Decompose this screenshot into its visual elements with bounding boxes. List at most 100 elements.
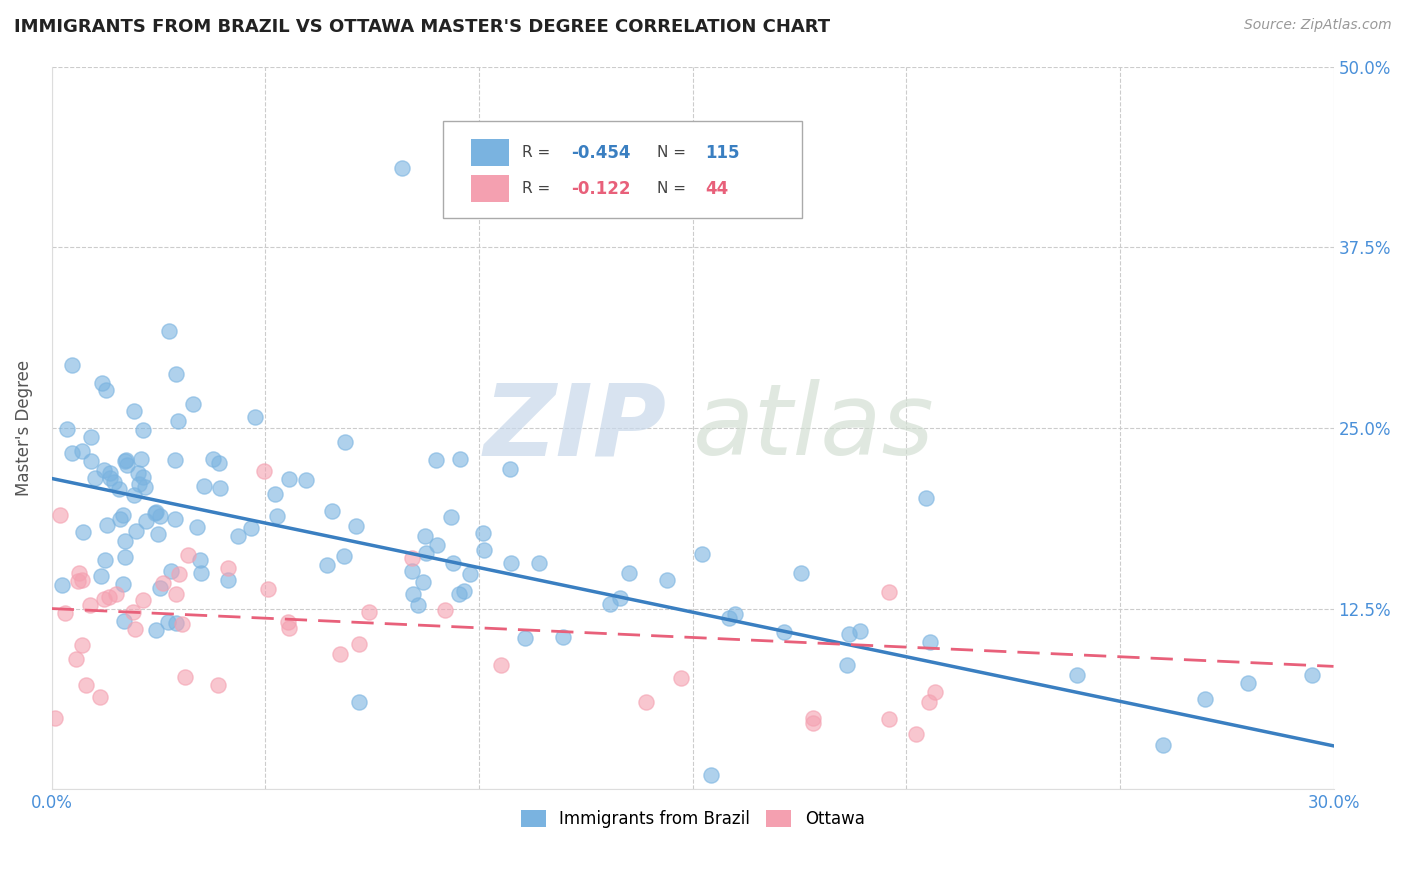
Point (149, 509, 172, 524)
Text: R =: R = (522, 145, 555, 160)
Point (93, 463, 115, 477)
Point (208, 456, 231, 470)
Point (253, 464, 276, 478)
Point (188, 552, 211, 566)
Point (295, 473, 318, 487)
Point (60, 445, 83, 459)
Point (89, 690, 111, 704)
Text: atlas: atlas (693, 379, 934, 476)
Point (114, 534, 136, 549)
Point (440, 509, 463, 524)
Point (657, 573, 679, 587)
Point (70, 574, 93, 588)
Point (127, 467, 149, 481)
Point (122, 488, 145, 502)
Point (56, 421, 79, 435)
Point (838, 627, 860, 641)
Point (357, 605, 380, 619)
Point (79, 454, 101, 468)
Point (264, 487, 287, 501)
Point (98, 466, 121, 480)
Point (700, 768, 723, 782)
Text: IMMIGRANTS FROM BRAZIL VS OTTAWA MASTER'S DEGREE CORRELATION CHART: IMMIGRANTS FROM BRAZIL VS OTTAWA MASTER'… (14, 18, 830, 36)
Point (157, 615, 180, 630)
Point (132, 592, 155, 607)
Point (167, 414, 190, 428)
Point (105, 587, 128, 601)
Bar (471, 139, 509, 166)
Point (135, 514, 157, 528)
Point (103, 475, 125, 490)
Point (152, 576, 174, 591)
Point (453, 583, 475, 598)
Point (315, 558, 337, 573)
Point (51, 578, 73, 592)
Point (1152, 738, 1174, 752)
Point (114, 454, 136, 468)
Point (277, 615, 299, 630)
Point (321, 503, 343, 517)
Point (904, 727, 927, 741)
Point (108, 512, 131, 526)
Point (165, 586, 187, 600)
Point (167, 566, 190, 581)
Point (415, 546, 437, 560)
Point (134, 479, 156, 493)
Point (527, 556, 550, 570)
Point (107, 482, 129, 496)
Point (551, 630, 574, 644)
Point (131, 470, 153, 484)
Text: R =: R = (522, 181, 560, 196)
Point (124, 623, 146, 637)
Point (122, 605, 145, 619)
Point (159, 564, 181, 578)
Point (499, 556, 522, 570)
Point (217, 561, 239, 575)
Point (245, 410, 267, 425)
Point (165, 615, 187, 630)
Point (425, 453, 447, 467)
Point (177, 548, 200, 562)
Point (65, 652, 87, 666)
Point (181, 397, 204, 411)
Point (333, 435, 356, 450)
Point (849, 624, 872, 638)
Text: -0.454: -0.454 (571, 144, 630, 161)
Point (240, 521, 263, 535)
Point (100, 471, 122, 485)
Point (333, 549, 356, 563)
Point (145, 505, 167, 519)
Point (915, 491, 938, 505)
Point (801, 711, 824, 725)
Point (499, 462, 522, 476)
Point (449, 587, 471, 601)
Point (724, 607, 747, 621)
Point (599, 598, 621, 612)
Point (128, 476, 150, 491)
Point (124, 404, 146, 418)
Point (129, 451, 152, 466)
Point (344, 519, 367, 533)
Point (801, 716, 824, 731)
Point (96, 517, 118, 532)
Point (669, 671, 692, 685)
Point (75, 677, 97, 691)
Point (44, 711, 66, 725)
Point (49, 508, 72, 522)
Point (93, 591, 115, 606)
Point (617, 566, 640, 580)
Point (80, 430, 103, 444)
Point (170, 616, 193, 631)
Point (190, 566, 212, 580)
Point (412, 575, 434, 590)
Point (90, 569, 112, 583)
Legend: Immigrants from Brazil, Ottawa: Immigrants from Brazil, Ottawa (515, 804, 872, 835)
Point (489, 657, 512, 672)
Point (165, 512, 187, 526)
Point (1237, 676, 1260, 690)
Point (472, 526, 495, 541)
Point (202, 452, 225, 467)
Point (1301, 668, 1323, 682)
Point (143, 506, 166, 520)
Point (1066, 668, 1088, 682)
